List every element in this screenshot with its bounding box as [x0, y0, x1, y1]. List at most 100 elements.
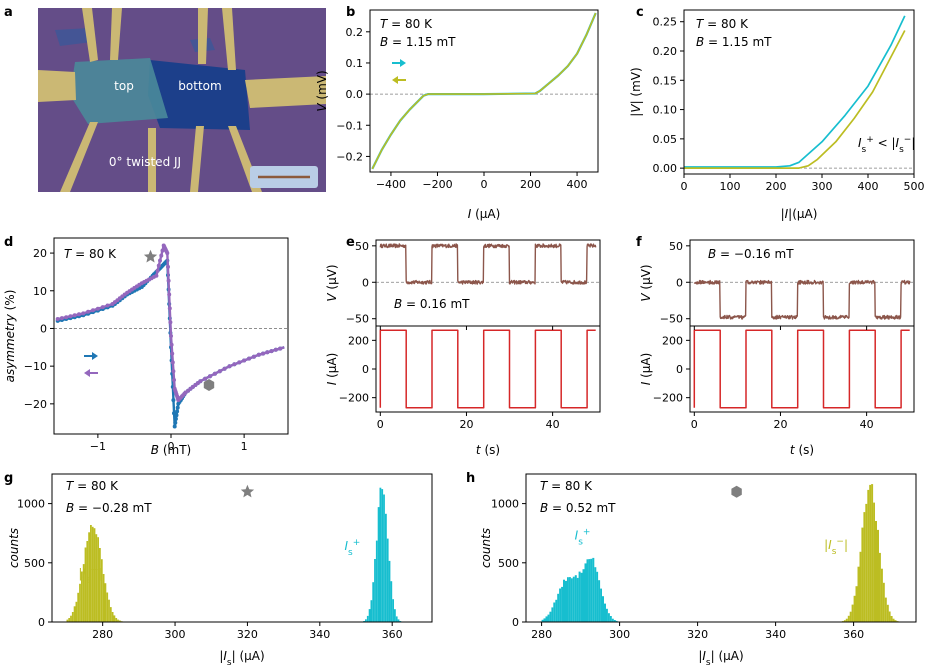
histogram-bar — [853, 595, 856, 622]
y-tick-label: −10 — [24, 360, 47, 373]
histogram-bar — [547, 614, 550, 622]
histogram-bar — [109, 607, 112, 622]
y-tick-label: 0 — [362, 276, 369, 289]
histogram-bar — [106, 592, 109, 622]
histogram-bar — [119, 620, 121, 622]
histogram-bar — [115, 618, 118, 622]
x-tick-label: 280 — [531, 628, 552, 641]
data-point — [72, 313, 77, 318]
histogram-bar — [561, 586, 563, 622]
data-point — [165, 251, 170, 256]
histogram-bar — [375, 540, 378, 622]
series-line-iplus — [684, 15, 906, 168]
histogram-bar — [584, 563, 587, 622]
text-span: I — [858, 136, 862, 150]
data-point — [237, 360, 242, 365]
x-tick-label: 360 — [843, 628, 864, 641]
y-tick-label: −0.2 — [336, 150, 363, 163]
x-axis-label: |I|(μA) — [781, 207, 818, 221]
text-span: s — [227, 658, 232, 668]
marker-hexagon — [203, 379, 215, 391]
x-axis-label: B (mT) — [151, 443, 191, 457]
histogram-bar — [582, 569, 585, 622]
data-point — [156, 263, 161, 268]
y-axis-label: counts — [7, 528, 21, 568]
histogram-bar — [847, 615, 850, 622]
histogram-bar — [867, 489, 870, 622]
x-tick-label: 0 — [377, 418, 384, 431]
y-tick-label: 500 — [498, 557, 519, 570]
data-point — [265, 350, 270, 355]
text-span: = 80 K — [703, 17, 749, 31]
y-tick-label: 0.05 — [653, 133, 678, 146]
text-span: T — [540, 479, 549, 493]
histogram-bar — [609, 616, 612, 622]
y-tick-label: 0 — [362, 363, 369, 376]
y-axis-label-top: V (μV) — [639, 264, 653, 301]
histogram-bar — [368, 609, 371, 622]
data-point — [256, 352, 261, 357]
plot-frame — [683, 9, 915, 175]
data-point — [278, 346, 283, 351]
x-tick-label: 0 — [691, 418, 698, 431]
histogram-bar — [104, 583, 107, 622]
text-span: t — [476, 443, 482, 457]
panel-label-c: c — [636, 5, 644, 20]
y-tick-label: 0.0 — [346, 88, 364, 101]
x-tick-label: 360 — [382, 628, 403, 641]
data-point — [170, 351, 175, 356]
text-span: | — [781, 207, 785, 221]
label-top-flake: top — [114, 79, 134, 93]
y-tick-label: −200 — [339, 392, 369, 405]
current-trace — [379, 329, 596, 409]
y-tick-label: 50 — [355, 240, 369, 253]
text-span: I — [639, 381, 653, 385]
histogram-bar — [99, 548, 101, 622]
text-span: + — [866, 135, 874, 145]
histogram-bar — [843, 620, 846, 622]
histogram-bar — [543, 618, 546, 622]
data-point — [175, 409, 180, 414]
y-tick-label: −50 — [660, 313, 683, 326]
text-span: | (μA) — [711, 649, 744, 663]
histogram-bar — [388, 560, 391, 622]
text-span: (μA) — [471, 207, 500, 221]
text-span: s — [348, 548, 353, 558]
x-tick-label: 0 — [168, 440, 175, 453]
text-span: I — [896, 136, 900, 150]
text-span: | — [629, 113, 643, 117]
data-point — [169, 342, 174, 347]
text-span: (μV) — [639, 264, 653, 293]
annotation-field: B = 0.16 mT — [394, 297, 470, 311]
data-point — [170, 360, 175, 365]
data-point — [166, 264, 170, 269]
text-span: | — [78, 566, 82, 580]
histogram-bar — [882, 582, 885, 622]
histogram-bar — [568, 577, 571, 622]
y-tick-label: −20 — [24, 398, 47, 411]
panel-g: g 280 300 320 340 360 0 500 1000 T = 80 K B = −0.2… — [4, 471, 433, 668]
histogram-bar — [102, 574, 105, 622]
histogram-bar — [574, 575, 577, 622]
text-span: B — [151, 443, 159, 457]
data-point — [77, 312, 81, 317]
data-point — [247, 356, 251, 361]
data-point — [167, 292, 172, 297]
data-point — [158, 258, 162, 263]
chart-panels: b−400 −200 0 200 400−0.2−0.10.00.10.2T = 80 … — [3, 5, 925, 668]
text-span: − — [904, 135, 912, 145]
annotation-field: B = −0.16 mT — [708, 247, 794, 261]
y-tick-label: 0 — [40, 322, 47, 335]
text-span: B — [540, 501, 548, 515]
text-span: counts — [479, 528, 493, 568]
data-point — [154, 273, 159, 278]
x-axis-label: I (μA) — [468, 207, 501, 221]
data-point — [81, 311, 86, 316]
histogram-bar — [73, 606, 76, 622]
y-tick-label: 500 — [24, 557, 45, 570]
histogram-bar — [871, 484, 874, 622]
text-span: B — [380, 35, 388, 49]
text-span: + — [353, 538, 361, 548]
histogram-bar — [570, 578, 573, 622]
y-tick-label: −50 — [346, 313, 369, 326]
